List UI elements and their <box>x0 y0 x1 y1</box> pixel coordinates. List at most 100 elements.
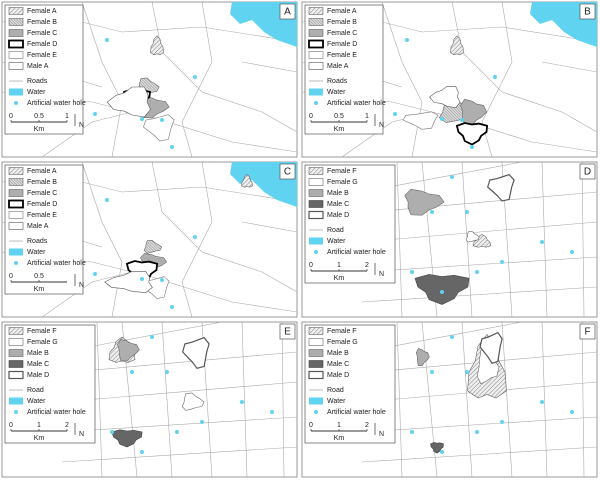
panel-letter: F <box>584 327 590 338</box>
scale-label: 1 <box>337 422 341 429</box>
legend-label: Artificial water hole <box>27 260 86 267</box>
legend-swatch <box>8 51 24 59</box>
legend-label: Male B <box>327 350 349 357</box>
scale-unit: Km <box>34 435 45 442</box>
legend-swatch <box>8 18 24 26</box>
map-panel: Female F Female G Male B Male C Male D Road Wa… <box>301 161 598 318</box>
legend-label: Artificial water hole <box>327 249 386 256</box>
legend-label: Female G <box>327 339 358 346</box>
panel-letter: C <box>284 167 291 178</box>
home-range <box>479 331 503 365</box>
legend-label: Male D <box>327 372 349 379</box>
water-hole <box>475 270 479 274</box>
legend-label: Male C <box>27 361 49 368</box>
legend-water <box>309 88 323 96</box>
legend-hole <box>14 410 18 414</box>
legend-label: Male B <box>327 190 349 197</box>
scale-unit: Km <box>334 435 345 442</box>
scale-unit: Km <box>334 275 345 282</box>
legend-label: Water <box>27 249 46 256</box>
legend-hole <box>314 101 318 105</box>
road <box>361 416 597 433</box>
road <box>281 322 285 477</box>
water-hole <box>110 430 114 434</box>
road <box>181 2 213 157</box>
map-panel: Female A Female B Female C Female D Female E… <box>1 161 298 318</box>
road <box>396 162 403 317</box>
legend-label: Female D <box>27 41 57 48</box>
legend-water <box>9 397 23 405</box>
legend-swatch <box>308 29 324 37</box>
panel-letter-box <box>579 163 596 180</box>
legend-label: Female B <box>27 179 57 186</box>
road <box>71 351 297 373</box>
water-hole <box>570 410 574 414</box>
north-label: N <box>79 282 84 289</box>
legend-label: Female E <box>27 212 57 219</box>
water-hole <box>193 75 197 79</box>
legend-label: Male D <box>27 372 49 379</box>
home-range <box>106 86 151 118</box>
legend-water <box>9 248 23 256</box>
water-hole <box>470 145 474 149</box>
legend-label: Male B <box>27 350 49 357</box>
road <box>151 162 297 293</box>
legend-swatch <box>308 200 324 208</box>
scale-unit: Km <box>34 286 45 293</box>
legend: Female A Female B Female C Female D Female E… <box>4 164 86 295</box>
legend-label: Male C <box>327 201 349 208</box>
legend: Female A Female B Female C Female D Female E… <box>304 4 386 135</box>
legend-water <box>309 237 323 245</box>
map-content <box>361 162 597 317</box>
legend-swatch <box>8 338 24 346</box>
scale-label: 1 <box>65 113 69 120</box>
water-hole <box>105 198 109 202</box>
home-range <box>150 35 164 56</box>
north-label: N <box>79 431 84 438</box>
legend-swatch <box>308 370 324 380</box>
road <box>81 162 123 317</box>
water-hole <box>440 290 444 294</box>
legend-label: Artificial water hole <box>27 100 86 107</box>
water-hole <box>430 370 434 374</box>
legend-label: Female F <box>327 328 357 335</box>
water-hole <box>160 278 164 282</box>
legend-label: Road <box>27 387 44 394</box>
map-panel: Female A Female B Female C Female D Female E… <box>1 1 298 158</box>
water-hole <box>170 305 174 309</box>
legend-label: Road <box>327 227 344 234</box>
road <box>381 2 423 157</box>
legend-label: Male C <box>327 361 349 368</box>
road <box>581 162 585 317</box>
legend-swatch <box>308 51 324 59</box>
legend-swatch <box>308 18 324 26</box>
north-label: N <box>379 122 384 129</box>
north-label: N <box>79 122 84 129</box>
legend-swatch <box>8 39 24 49</box>
water-hole <box>160 118 164 122</box>
water-hole <box>540 240 544 244</box>
panel-letter: B <box>584 7 591 18</box>
water-hole <box>450 175 454 179</box>
scale-label: 0 <box>9 422 13 429</box>
legend-hole <box>14 101 18 105</box>
home-range <box>472 234 492 248</box>
legend-label: Water <box>327 238 346 245</box>
scale-label: 0 <box>9 273 13 280</box>
road <box>451 2 597 133</box>
legend-swatch <box>308 39 324 49</box>
legend-hole <box>314 250 318 254</box>
legend-label: Artificial water hole <box>327 409 386 416</box>
legend-swatch <box>8 360 24 368</box>
legend-swatch <box>8 211 24 219</box>
road <box>581 322 585 477</box>
legend-swatch <box>308 349 324 357</box>
water-hole <box>130 370 134 374</box>
legend-label: Female E <box>327 52 357 59</box>
legend-swatch <box>308 327 324 335</box>
north-label: N <box>379 431 384 438</box>
legend-swatch <box>308 7 324 15</box>
legend-swatch <box>8 178 24 186</box>
legend-label: Female E <box>27 52 57 59</box>
